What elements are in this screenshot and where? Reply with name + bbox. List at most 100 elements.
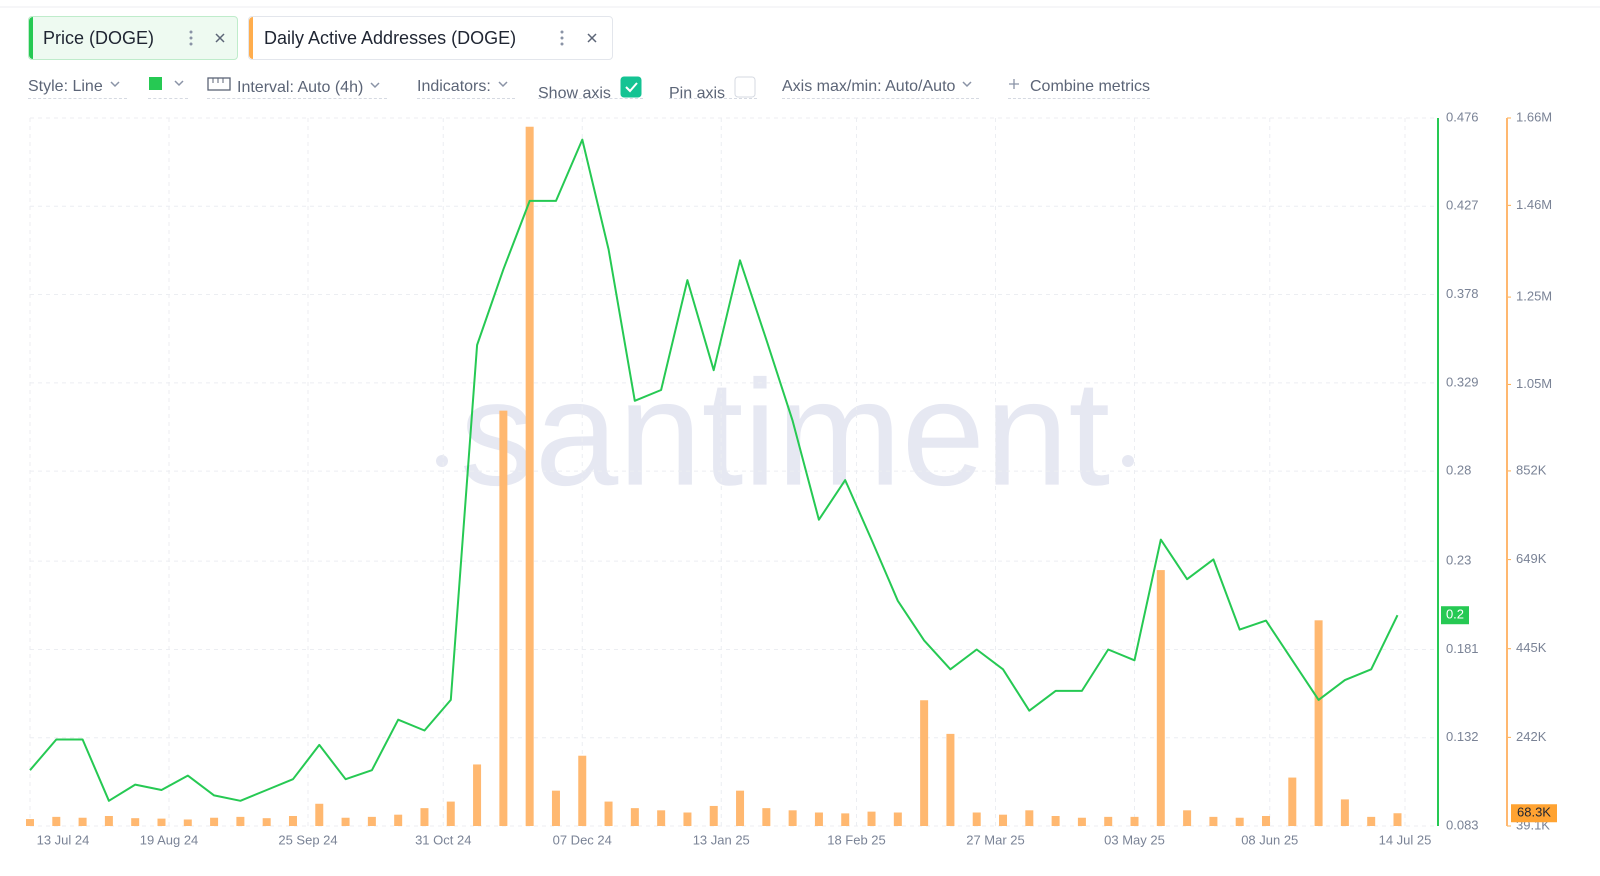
x-tick-label: 08 Jun 25 xyxy=(1241,832,1298,847)
bar xyxy=(236,816,245,826)
metric-tab[interactable]: Price (DOGE) xyxy=(28,16,238,60)
bar xyxy=(104,815,113,826)
tab-label: Price (DOGE) xyxy=(43,27,155,48)
bar xyxy=(52,816,61,826)
y-tick-label: 0.132 xyxy=(1446,729,1479,744)
bar xyxy=(630,808,639,826)
watermark-dot xyxy=(436,455,448,467)
ruler-icon xyxy=(207,77,231,91)
bar xyxy=(788,810,797,826)
watermark: santiment xyxy=(460,349,1110,517)
bar xyxy=(604,801,613,826)
x-tick-label: 18 Feb 25 xyxy=(827,832,886,847)
y2-tick-label: 649K xyxy=(1516,551,1547,566)
last-value-label: 68.3K xyxy=(1517,805,1551,820)
bar xyxy=(1209,816,1218,826)
tool-label: Combine metrics xyxy=(1030,78,1151,95)
bar xyxy=(1235,817,1244,826)
chevron xyxy=(962,81,972,88)
x-tick-label: 27 Mar 25 xyxy=(966,832,1025,847)
x-tick-label: 25 Sep 24 xyxy=(278,832,337,847)
bar xyxy=(1051,815,1060,826)
bar xyxy=(1156,570,1165,826)
y2-tick-label: 39.1K xyxy=(1516,817,1550,832)
bar xyxy=(1077,817,1086,826)
bar xyxy=(683,812,692,826)
bar xyxy=(1025,810,1034,826)
y-tick-label: 0.476 xyxy=(1446,109,1479,124)
last-value-badge xyxy=(1511,804,1557,823)
bar xyxy=(972,812,981,826)
bar xyxy=(657,810,666,826)
bar xyxy=(1288,777,1297,826)
bar xyxy=(315,803,324,826)
chevron xyxy=(498,81,508,88)
bar xyxy=(920,700,929,826)
metric-tab[interactable]: Daily Active Addresses (DOGE) xyxy=(248,16,613,60)
color-swatch xyxy=(149,77,184,90)
y2-tick-label: 1.66M xyxy=(1516,109,1552,124)
y-tick-label: 0.427 xyxy=(1446,198,1479,213)
bar xyxy=(1314,620,1323,826)
tab-icons[interactable] xyxy=(177,28,237,48)
tool-label: Style: Line xyxy=(28,78,103,95)
bar xyxy=(446,801,455,826)
bar xyxy=(1340,799,1349,826)
checkbox[interactable] xyxy=(725,76,757,98)
x-tick-label: 31 Oct 24 xyxy=(415,832,471,847)
bar xyxy=(1130,816,1139,826)
price-line xyxy=(29,138,1399,802)
bar xyxy=(131,818,140,826)
x-tick-label: 03 May 25 xyxy=(1104,832,1165,847)
bar xyxy=(210,817,219,826)
bar xyxy=(341,817,350,826)
indicators-menu[interactable]: Indicators: xyxy=(417,76,515,99)
axis-range-menu[interactable]: Axis max/min: Auto/Auto xyxy=(782,76,980,99)
y2-tick-label: 242K xyxy=(1516,729,1547,744)
tab-label: Daily Active Addresses (DOGE) xyxy=(264,27,517,48)
bar xyxy=(26,819,34,826)
chevron xyxy=(110,81,120,88)
last-value-badge xyxy=(1441,606,1469,625)
bar xyxy=(1261,815,1270,826)
x-tick-label: 07 Dec 24 xyxy=(553,832,612,847)
y-tick-label: 0.378 xyxy=(1446,286,1479,301)
bar xyxy=(420,808,429,826)
color-menu[interactable] xyxy=(148,76,188,99)
tool-label: Indicators: xyxy=(417,78,491,95)
bar xyxy=(288,815,297,826)
y2-tick-label: 1.25M xyxy=(1516,289,1552,304)
bar xyxy=(367,816,376,826)
y-tick-label: 0.181 xyxy=(1446,641,1479,656)
bar xyxy=(1367,816,1376,826)
chevron xyxy=(370,82,380,89)
pin-axis-toggle[interactable]: Pin axis xyxy=(669,76,758,102)
tool-label: Interval: Auto (4h) xyxy=(237,79,364,96)
y2-tick-label: 1.05M xyxy=(1516,376,1552,391)
show-axis-toggle[interactable]: Show axis xyxy=(538,76,643,102)
bar xyxy=(183,819,192,826)
tool-label: Pin axis xyxy=(669,85,726,102)
tab-icons[interactable] xyxy=(540,28,612,48)
checkbox-box xyxy=(620,76,642,98)
bar xyxy=(578,755,587,826)
y-tick-label: 0.329 xyxy=(1446,374,1479,389)
checkbox-box xyxy=(734,76,756,98)
interval-menu[interactable]: Interval: Auto (4h) xyxy=(207,76,388,99)
checkbox[interactable] xyxy=(611,76,643,98)
style-menu[interactable]: Style: Line xyxy=(28,76,127,99)
bar xyxy=(157,818,166,826)
y-tick-label: 0.083 xyxy=(1446,817,1479,832)
bar xyxy=(709,805,718,826)
bar xyxy=(867,811,876,826)
bar xyxy=(1183,810,1192,826)
x-tick-label: 19 Aug 24 xyxy=(140,832,199,847)
tab-color xyxy=(29,17,33,59)
last-value-label: 0.2 xyxy=(1446,607,1464,622)
bar xyxy=(473,764,482,826)
bar xyxy=(1393,813,1402,826)
bar xyxy=(1104,816,1113,826)
bar xyxy=(814,812,823,826)
bar xyxy=(841,813,850,826)
combine-button[interactable]: Combine metrics xyxy=(1008,76,1151,99)
